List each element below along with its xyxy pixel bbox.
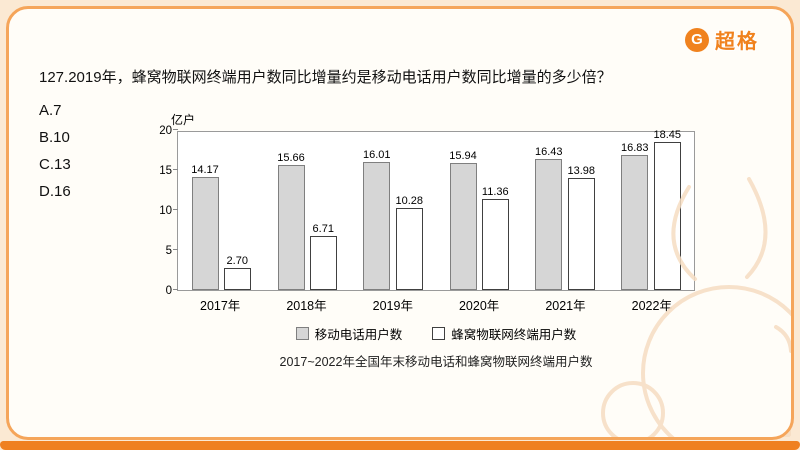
bar-value-label: 10.28 [395, 194, 424, 207]
x-axis-label: 2022年 [631, 299, 672, 313]
bar-chart: 亿户 14.17 2.70 15.66 6.71 16.01 10.28 15.94 11.3… [139, 109, 699, 370]
bar-group: 15.66 6.71 [264, 152, 350, 290]
bar-mobile-phone [449, 162, 477, 290]
x-axis-label: 2018年 [286, 299, 327, 313]
bar-mobile-phone [277, 164, 305, 290]
bar-value-label: 13.98 [567, 165, 596, 178]
y-tick-label: 5 [165, 245, 172, 257]
bar-column: 16.83 [621, 142, 649, 290]
bar-value-label: 16.83 [620, 142, 649, 155]
legend-item-cellular-iot: 蜂窝物联网终端用户数 [432, 324, 576, 343]
plot-area: 14.17 2.70 15.66 6.71 16.01 10.28 15.94 11.36 16… [159, 125, 695, 297]
bar-column: 18.45 [653, 129, 682, 290]
bar-column: 2.70 [223, 255, 251, 290]
bar-group: 16.83 18.45 [608, 129, 694, 290]
bar-group: 14.17 2.70 [178, 164, 264, 290]
question-text: 127.2019年，蜂窝物联网终端用户数同比增量约是移动电话用户数同比增量的多少… [39, 69, 612, 86]
bar-group: 15.94 11.36 [436, 149, 522, 290]
y-tick-label: 20 [159, 125, 172, 137]
y-tick-mark [173, 129, 178, 130]
bar-mobile-phone [191, 176, 219, 290]
option-b: B.10 [39, 129, 70, 146]
chart-legend: 移动电话用户数 蜂窝物联网终端用户数 [177, 324, 695, 343]
bar-value-label: 6.71 [312, 223, 334, 236]
bar-value-label: 15.66 [277, 151, 305, 164]
bar-groups: 14.17 2.70 15.66 6.71 16.01 10.28 15.94 11.36 16… [178, 129, 694, 290]
slide-card: G 超格 127.2019年，蜂窝物联网终端用户数同比增量约是移动电话用户数同比… [6, 6, 794, 440]
x-axis-label: 2021年 [545, 299, 586, 313]
bar-cellular-iot [653, 142, 681, 290]
option-a: A.7 [39, 102, 62, 119]
brand-logo-icon: G [685, 27, 709, 52]
legend-item-mobile-phone: 移动电话用户数 [295, 324, 403, 343]
bar-column: 6.71 [309, 223, 337, 290]
legend-label: 蜂窝物联网终端用户数 [451, 328, 577, 342]
bar-group: 16.43 13.98 [522, 146, 608, 290]
bar-mobile-phone [363, 161, 391, 290]
bar-value-label: 2.70 [226, 255, 248, 268]
bar-cellular-iot [481, 199, 509, 290]
x-axis-label: 2017年 [200, 299, 241, 313]
y-axis-label: 亿户 [171, 113, 196, 127]
option-d: D.16 [39, 183, 71, 200]
legend-swatch [295, 327, 309, 340]
y-tick-mark [173, 249, 178, 250]
brand-logo-text: 超格 [715, 31, 759, 53]
legend-label: 移动电话用户数 [314, 328, 403, 342]
bar-mobile-phone [535, 158, 563, 290]
brand-logo: G 超格 [685, 25, 759, 54]
answer-options: A.7 B.10 C.13 D.16 [39, 97, 71, 205]
bar-column: 11.36 [481, 186, 509, 290]
bottom-accent-bar [0, 441, 800, 450]
bar-value-label: 15.94 [449, 149, 477, 162]
y-tick-mark [173, 169, 178, 170]
bar-mobile-phone [621, 155, 649, 290]
legend-swatch [432, 327, 446, 340]
x-axis-labels: 2017年 2018年 2019年 2020年 2021年 2022年 [177, 295, 695, 314]
bar-value-label: 11.36 [481, 186, 509, 199]
bar-column: 13.98 [567, 165, 596, 290]
bar-column: 10.28 [395, 194, 424, 290]
bar-value-label: 14.17 [191, 163, 219, 176]
chart-title: 2017~2022年全国年末移动电话和蜂窝物联网终端用户数 [279, 355, 593, 369]
bar-column: 16.01 [363, 149, 391, 290]
bar-value-label: 18.45 [653, 129, 682, 142]
option-c: C.13 [39, 156, 71, 173]
x-axis-label: 2019年 [372, 299, 413, 313]
bar-value-label: 16.01 [362, 148, 391, 161]
y-tick-label: 0 [165, 285, 172, 297]
bar-column: 14.17 [191, 164, 219, 290]
bar-column: 15.94 [449, 149, 477, 290]
bar-cellular-iot [395, 207, 423, 290]
bar-cellular-iot [567, 178, 595, 290]
bar-value-label: 16.43 [534, 145, 563, 158]
bar-column: 15.66 [277, 152, 305, 290]
x-axis-label: 2020年 [458, 299, 500, 313]
y-tick-label: 15 [159, 165, 172, 177]
bar-cellular-iot [223, 268, 251, 290]
bar-group: 16.01 10.28 [350, 149, 436, 290]
y-tick-mark [173, 289, 178, 290]
y-tick-mark [173, 209, 178, 210]
y-tick-label: 10 [159, 205, 172, 217]
bar-column: 16.43 [535, 146, 563, 290]
bar-cellular-iot [309, 236, 337, 290]
